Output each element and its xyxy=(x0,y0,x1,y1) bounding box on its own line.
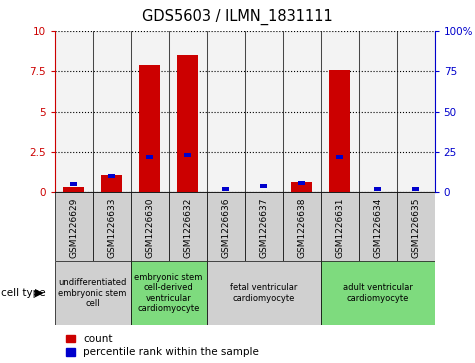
Text: GSM1226632: GSM1226632 xyxy=(183,198,192,258)
Bar xyxy=(207,192,245,261)
Bar xyxy=(321,31,359,192)
Bar xyxy=(177,55,198,192)
Bar xyxy=(55,192,93,261)
Bar xyxy=(359,192,397,261)
Bar xyxy=(283,31,321,192)
Text: ▶: ▶ xyxy=(35,288,43,298)
Bar xyxy=(283,192,321,261)
Bar xyxy=(108,174,115,178)
Bar xyxy=(139,65,160,192)
Text: adult ventricular
cardiomyocyte: adult ventricular cardiomyocyte xyxy=(342,284,413,303)
Bar xyxy=(93,192,131,261)
Bar xyxy=(412,187,419,191)
Bar xyxy=(374,187,381,191)
Bar xyxy=(397,192,435,261)
Bar xyxy=(321,192,359,261)
Bar xyxy=(93,31,131,192)
Text: fetal ventricular
cardiomyocyte: fetal ventricular cardiomyocyte xyxy=(230,284,297,303)
Text: GSM1226629: GSM1226629 xyxy=(69,198,78,258)
Text: GSM1226637: GSM1226637 xyxy=(259,198,268,258)
Text: embryonic stem
cell-derived
ventricular
cardiomyocyte: embryonic stem cell-derived ventricular … xyxy=(134,273,203,313)
Bar xyxy=(359,31,397,192)
Bar xyxy=(63,187,84,192)
Text: GSM1226630: GSM1226630 xyxy=(145,198,154,258)
Bar xyxy=(131,261,207,325)
Bar xyxy=(169,31,207,192)
Bar xyxy=(329,70,350,192)
Text: GSM1226636: GSM1226636 xyxy=(221,198,230,258)
Bar xyxy=(245,192,283,261)
Text: GDS5603 / ILMN_1831111: GDS5603 / ILMN_1831111 xyxy=(142,9,333,25)
Text: GSM1226634: GSM1226634 xyxy=(373,198,382,258)
Bar xyxy=(207,261,321,325)
Bar xyxy=(321,261,435,325)
Bar xyxy=(291,182,312,192)
Bar xyxy=(298,181,305,185)
Bar xyxy=(184,153,191,157)
Bar xyxy=(169,192,207,261)
Text: undifferentiated
embryonic stem
cell: undifferentiated embryonic stem cell xyxy=(58,278,127,308)
Text: GSM1226633: GSM1226633 xyxy=(107,198,116,258)
Bar xyxy=(245,31,283,192)
Text: cell type: cell type xyxy=(1,288,46,298)
Bar xyxy=(336,155,343,159)
Bar xyxy=(131,31,169,192)
Bar xyxy=(222,187,229,191)
Bar xyxy=(207,31,245,192)
Text: GSM1226638: GSM1226638 xyxy=(297,198,306,258)
Text: GSM1226635: GSM1226635 xyxy=(411,198,420,258)
Bar xyxy=(131,192,169,261)
Bar xyxy=(70,182,77,186)
Bar xyxy=(146,155,153,159)
Bar xyxy=(55,31,93,192)
Bar xyxy=(260,184,267,188)
Bar xyxy=(55,261,131,325)
Bar xyxy=(397,31,435,192)
Bar xyxy=(101,175,122,192)
Text: GSM1226631: GSM1226631 xyxy=(335,198,344,258)
Legend: count, percentile rank within the sample: count, percentile rank within the sample xyxy=(62,330,263,362)
